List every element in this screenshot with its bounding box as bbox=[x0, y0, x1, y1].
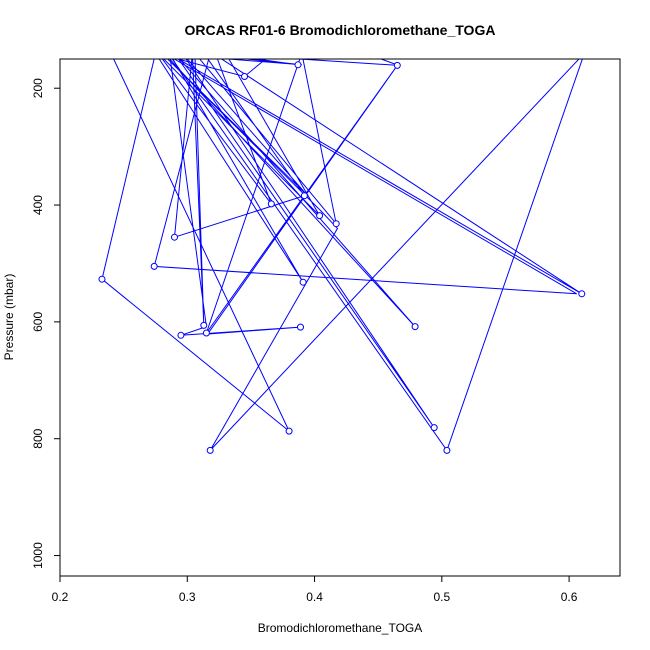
data-point bbox=[294, 61, 302, 69]
data-point bbox=[150, 262, 158, 270]
data-point bbox=[299, 278, 307, 286]
data-point bbox=[177, 331, 185, 339]
data-point bbox=[98, 275, 106, 283]
data-point bbox=[443, 446, 451, 454]
x-tick-label: 0.5 bbox=[433, 590, 450, 604]
x-axis: 0.2 0.3 0.4 0.5 0.6 bbox=[52, 576, 578, 604]
data-point bbox=[430, 424, 438, 432]
data-point bbox=[578, 290, 586, 298]
data-point bbox=[241, 73, 248, 80]
y-tick-label: 1000 bbox=[31, 542, 45, 569]
x-tick-label: 0.4 bbox=[306, 590, 323, 604]
y-tick-label: 800 bbox=[31, 428, 45, 448]
data-point bbox=[332, 220, 340, 228]
y-tick-label: 400 bbox=[31, 195, 45, 215]
data-point bbox=[297, 323, 304, 331]
data-point bbox=[285, 427, 293, 435]
marker-layer bbox=[98, 61, 586, 454]
series-line-0 bbox=[101, 59, 583, 452]
data-point bbox=[411, 323, 419, 331]
x-tick-label: 0.2 bbox=[52, 590, 69, 604]
x-tick-label: 0.6 bbox=[561, 590, 578, 604]
data-point bbox=[267, 200, 275, 208]
series-layer bbox=[101, 59, 583, 452]
y-tick-label: 600 bbox=[31, 312, 45, 332]
x-tick-label: 0.3 bbox=[179, 590, 196, 604]
data-point bbox=[171, 233, 178, 241]
data-point bbox=[206, 446, 214, 454]
data-point bbox=[202, 329, 210, 337]
data-point bbox=[393, 61, 401, 69]
y-axis-label: Pressure (mbar) bbox=[2, 274, 16, 361]
data-point bbox=[200, 321, 208, 329]
data-point bbox=[316, 212, 324, 220]
chart-title: ORCAS RF01-6 Bromodichloromethane_TOGA bbox=[185, 22, 496, 38]
plot-frame bbox=[59, 58, 621, 577]
y-tick-label: 200 bbox=[31, 78, 45, 98]
data-point bbox=[300, 192, 308, 200]
y-axis: 200 400 600 800 1000 bbox=[31, 78, 60, 569]
x-axis-label: Bromodichloromethane_TOGA bbox=[258, 621, 423, 635]
